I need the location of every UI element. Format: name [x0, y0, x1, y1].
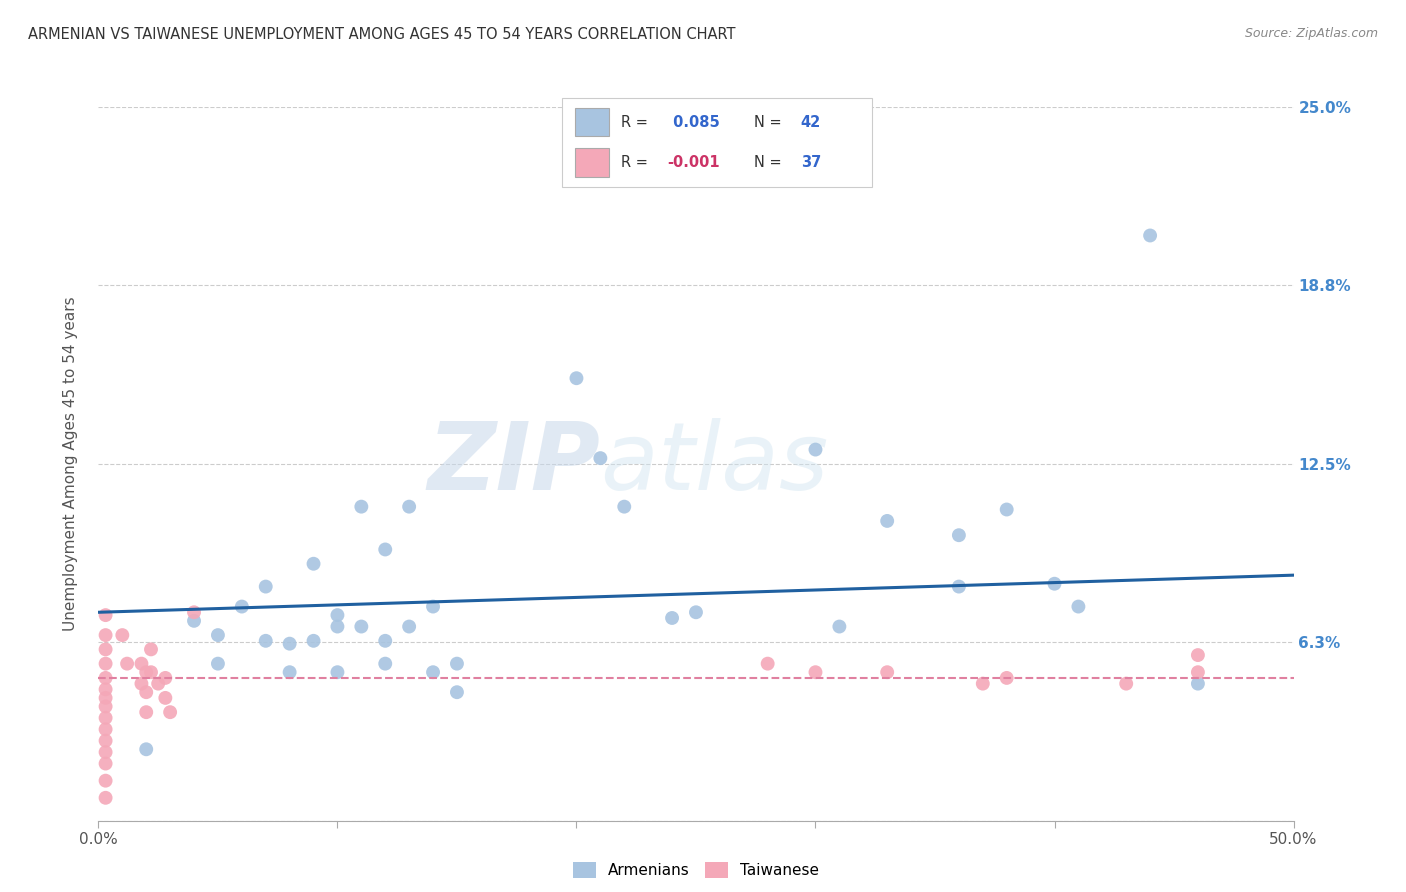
Y-axis label: Unemployment Among Ages 45 to 54 years: Unemployment Among Ages 45 to 54 years: [63, 296, 77, 632]
Text: 37: 37: [800, 155, 821, 169]
Point: [613, 500, 636, 514]
Text: -0.001: -0.001: [668, 155, 720, 169]
Point: [94, 628, 117, 642]
Point: [183, 605, 205, 619]
Point: [278, 665, 301, 680]
Bar: [575, 108, 609, 136]
Point: [326, 608, 349, 623]
Point: [374, 633, 396, 648]
Text: R =: R =: [621, 115, 652, 129]
Point: [231, 599, 253, 614]
Point: [446, 685, 468, 699]
Point: [278, 637, 301, 651]
Text: ARMENIAN VS TAIWANESE UNEMPLOYMENT AMONG AGES 45 TO 54 YEARS CORRELATION CHART: ARMENIAN VS TAIWANESE UNEMPLOYMENT AMONG…: [28, 27, 735, 42]
Point: [685, 605, 707, 619]
Point: [350, 500, 373, 514]
Point: [661, 611, 683, 625]
Point: [94, 745, 117, 759]
Point: [94, 690, 117, 705]
Point: [565, 371, 588, 385]
Point: [94, 790, 117, 805]
Point: [155, 671, 177, 685]
Point: [350, 619, 373, 633]
Point: [948, 528, 970, 542]
Point: [94, 657, 117, 671]
Text: N =: N =: [754, 155, 786, 169]
Point: [756, 657, 779, 671]
Point: [422, 599, 444, 614]
Point: [94, 699, 117, 714]
Point: [94, 608, 117, 623]
Point: [302, 633, 325, 648]
Point: [1187, 648, 1209, 662]
Point: [148, 676, 170, 690]
Point: [254, 580, 277, 594]
Point: [94, 671, 117, 685]
Point: [94, 682, 117, 697]
Point: [422, 665, 444, 680]
Bar: [575, 148, 609, 177]
Point: [374, 657, 396, 671]
Text: 0.085: 0.085: [668, 115, 720, 129]
Point: [1067, 599, 1090, 614]
Point: [589, 451, 612, 466]
Point: [972, 676, 994, 690]
Point: [131, 657, 153, 671]
Point: [948, 580, 970, 594]
Point: [135, 705, 157, 719]
Text: R =: R =: [621, 155, 652, 169]
Point: [139, 665, 162, 680]
Point: [1187, 665, 1209, 680]
Point: [804, 665, 827, 680]
Point: [94, 642, 117, 657]
Point: [94, 773, 117, 788]
Point: [1043, 576, 1066, 591]
Point: [111, 628, 134, 642]
Point: [326, 619, 349, 633]
Point: [94, 756, 117, 771]
Point: [1115, 676, 1137, 690]
Point: [995, 671, 1018, 685]
Point: [115, 657, 138, 671]
Point: [135, 685, 157, 699]
Point: [135, 742, 157, 756]
Point: [302, 557, 325, 571]
Text: 42: 42: [800, 115, 821, 129]
Point: [326, 665, 349, 680]
Point: [398, 500, 420, 514]
Point: [1187, 676, 1209, 690]
Point: [446, 657, 468, 671]
Text: N =: N =: [754, 115, 786, 129]
Point: [398, 619, 420, 633]
Point: [94, 733, 117, 747]
Point: [139, 642, 162, 657]
Point: [183, 614, 205, 628]
Point: [254, 633, 277, 648]
Point: [131, 676, 153, 690]
Point: [207, 628, 229, 642]
Point: [804, 442, 827, 457]
Point: [876, 665, 898, 680]
Point: [207, 657, 229, 671]
Point: [155, 690, 177, 705]
Point: [1139, 228, 1161, 243]
FancyBboxPatch shape: [562, 98, 872, 187]
Text: Source: ZipAtlas.com: Source: ZipAtlas.com: [1244, 27, 1378, 40]
Point: [135, 665, 157, 680]
Point: [159, 705, 181, 719]
Point: [94, 711, 117, 725]
Point: [828, 619, 851, 633]
Point: [94, 723, 117, 737]
Point: [374, 542, 396, 557]
Legend: Armenians, Taiwanese: Armenians, Taiwanese: [567, 856, 825, 884]
Text: ZIP: ZIP: [427, 417, 600, 510]
Point: [876, 514, 898, 528]
Text: atlas: atlas: [600, 418, 828, 509]
Point: [995, 502, 1018, 516]
